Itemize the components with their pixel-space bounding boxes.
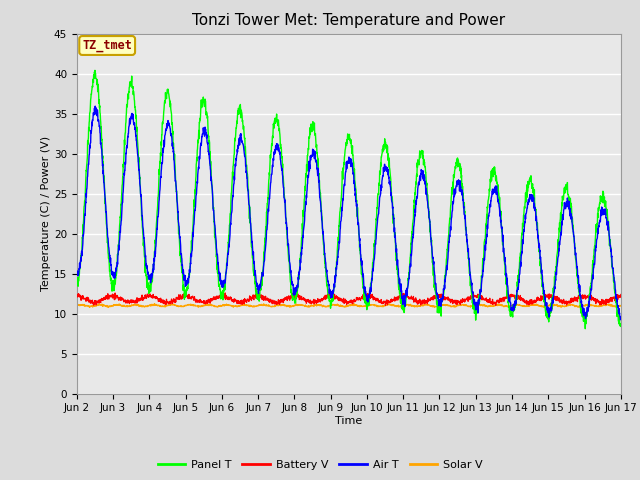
Air T xyxy=(569,227,577,232)
Line: Battery V: Battery V xyxy=(77,293,621,305)
Panel T xyxy=(507,313,515,319)
Battery V xyxy=(376,300,384,306)
Air T xyxy=(584,308,592,314)
Solar V xyxy=(225,302,233,308)
Panel T xyxy=(73,277,81,283)
Line: Panel T: Panel T xyxy=(77,71,621,329)
Panel T xyxy=(376,169,384,175)
Panel T xyxy=(225,232,232,238)
Panel T xyxy=(91,68,99,73)
Air T xyxy=(365,292,372,298)
Battery V xyxy=(570,295,577,301)
Battery V xyxy=(508,291,515,297)
Air T xyxy=(225,241,232,247)
Panel T xyxy=(365,293,372,299)
Air T xyxy=(617,317,625,323)
Battery V xyxy=(492,302,500,308)
Solar V xyxy=(508,303,515,309)
Battery V xyxy=(221,290,229,296)
Text: TZ_tmet: TZ_tmet xyxy=(82,39,132,52)
Air T xyxy=(92,103,99,109)
Solar V xyxy=(617,302,625,308)
Battery V xyxy=(225,295,232,300)
Air T xyxy=(507,304,515,310)
Air T xyxy=(376,192,384,197)
Solar V xyxy=(584,302,592,308)
Air T xyxy=(617,314,625,320)
Line: Solar V: Solar V xyxy=(77,304,621,307)
Solar V xyxy=(73,303,81,309)
Battery V xyxy=(617,292,625,298)
Panel T xyxy=(569,224,577,230)
Air T xyxy=(73,272,81,278)
Battery V xyxy=(365,294,372,300)
X-axis label: Time: Time xyxy=(335,416,362,426)
Battery V xyxy=(584,295,592,301)
Solar V xyxy=(365,302,372,308)
Battery V xyxy=(73,292,81,298)
Solar V xyxy=(570,302,577,308)
Panel T xyxy=(617,324,625,329)
Y-axis label: Temperature (C) / Power (V): Temperature (C) / Power (V) xyxy=(41,136,51,291)
Panel T xyxy=(584,301,592,307)
Title: Tonzi Tower Met: Temperature and Power: Tonzi Tower Met: Temperature and Power xyxy=(192,13,506,28)
Solar V xyxy=(377,303,385,309)
Solar V xyxy=(104,304,112,310)
Panel T xyxy=(581,326,589,332)
Legend: Panel T, Battery V, Air T, Solar V: Panel T, Battery V, Air T, Solar V xyxy=(153,456,487,474)
Line: Air T: Air T xyxy=(77,106,621,320)
Solar V xyxy=(95,301,103,307)
